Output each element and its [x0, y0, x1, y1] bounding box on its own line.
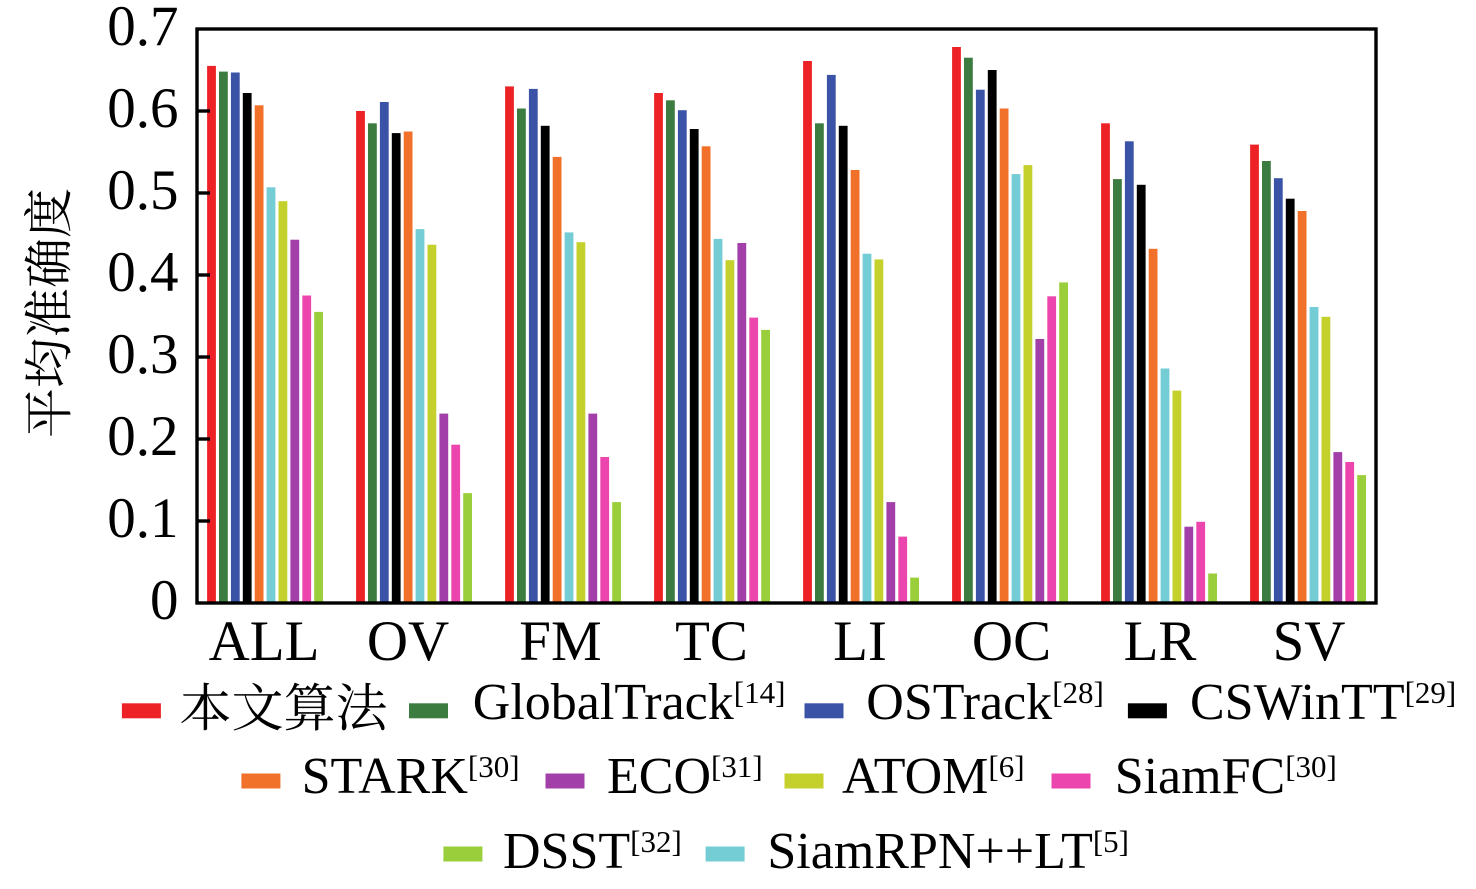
svg-text:GlobalTrack[14]: GlobalTrack[14] — [473, 674, 786, 731]
svg-text:SiamRPN++LT[5]: SiamRPN++LT[5] — [767, 823, 1129, 880]
svg-text:LR: LR — [1124, 610, 1197, 673]
svg-text:0.1: 0.1 — [107, 487, 178, 550]
svg-text:0.4: 0.4 — [107, 241, 178, 304]
svg-text:0.6: 0.6 — [107, 77, 178, 140]
svg-text:OV: OV — [367, 610, 449, 673]
svg-text:0.3: 0.3 — [107, 323, 178, 386]
svg-text:OSTrack[28]: OSTrack[28] — [866, 674, 1104, 731]
svg-text:0.5: 0.5 — [107, 159, 178, 222]
svg-text:0: 0 — [150, 569, 179, 632]
svg-text:ALL: ALL — [209, 610, 320, 673]
svg-text:OC: OC — [972, 610, 1051, 673]
svg-text:TC: TC — [675, 610, 748, 673]
svg-text:0.7: 0.7 — [107, 0, 178, 58]
svg-text:LI: LI — [833, 610, 887, 673]
svg-text:SV: SV — [1273, 610, 1346, 673]
svg-text:DSST[32]: DSST[32] — [503, 823, 682, 880]
svg-text:FM: FM — [519, 610, 601, 673]
svg-text:0.2: 0.2 — [107, 405, 178, 468]
